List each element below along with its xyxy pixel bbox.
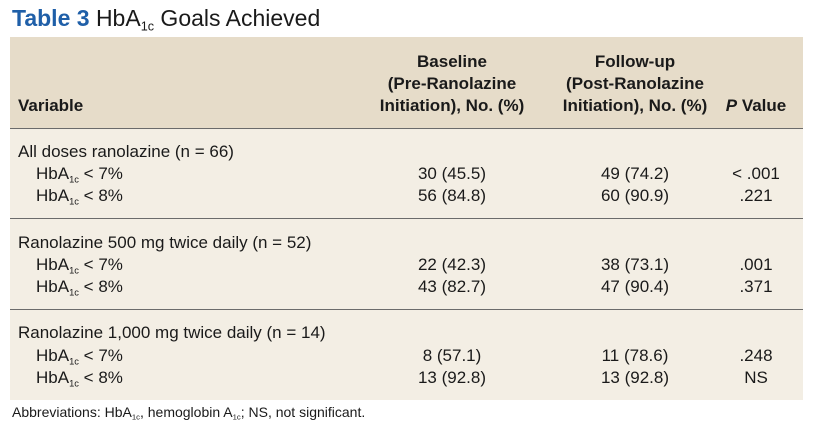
row-followup: 47 (90.4) (600, 277, 670, 296)
header-followup: Follow-up (Post-Ranolazine Initiation), … (535, 51, 735, 117)
header-baseline-line3: Initiation), No. (%) (379, 96, 525, 115)
group-label: All doses ranolazine (n = 66) (18, 142, 234, 161)
group-label: Ranolazine 1,000 mg twice daily (n = 14) (18, 323, 326, 342)
row-p-value: < .001 (732, 164, 780, 183)
row-var-pre: HbA (36, 346, 70, 365)
row-var-sub: 1c (69, 265, 79, 276)
row-followup: 11 (78.6) (601, 346, 669, 365)
footnote-sub-b: 1c (232, 412, 241, 422)
row-baseline: 43 (82.7) (417, 277, 487, 296)
row-followup: 13 (92.8) (600, 368, 670, 387)
row-p-value: .221 (739, 186, 773, 205)
row-var-sub: 1c (69, 378, 79, 389)
row-variable: HbA1c < 8% (36, 367, 123, 389)
row-variable: HbA1c < 8% (36, 276, 123, 298)
row-var-sub: 1c (69, 174, 79, 185)
footnote-part-a: Abbreviations: HbA (12, 404, 132, 420)
row-var-sub: 1c (69, 196, 79, 207)
header-p-value: P Value (716, 95, 796, 117)
row-followup: 60 (90.9) (600, 186, 670, 205)
header-p-rest: Value (737, 96, 787, 115)
footnote-part-b: , hemoglobin A (139, 404, 233, 420)
header-baseline: Baseline (Pre-Ranolazine Initiation), No… (352, 51, 552, 117)
title-prefix: HbA (95, 5, 141, 31)
row-baseline: 13 (92.8) (417, 368, 487, 387)
row-followup: 49 (74.2) (600, 164, 670, 183)
row-p-value: .248 (739, 346, 773, 365)
footnote: Abbreviations: HbA1c, hemoglobin A1c; NS… (12, 404, 366, 422)
table-number: Table 3 (12, 5, 90, 31)
footnote-part-c: ; NS, not significant. (240, 404, 366, 420)
header-followup-line2: (Post-Ranolazine (566, 74, 704, 93)
row-var-pre: HbA (36, 164, 70, 183)
row-variable: HbA1c < 7% (36, 163, 123, 185)
row-p-value: NS (744, 368, 768, 387)
title-suffix: Goals Achieved (154, 5, 321, 31)
row-var-post: < 7% (78, 164, 123, 183)
row-var-post: < 8% (78, 277, 123, 296)
row-var-sub: 1c (69, 356, 79, 367)
row-var-pre: HbA (36, 255, 70, 274)
header-variable: Variable (18, 96, 84, 115)
header-baseline-line2: (Pre-Ranolazine (387, 74, 517, 93)
row-var-pre: HbA (36, 368, 70, 387)
row-var-post: < 8% (78, 368, 123, 387)
row-variable: HbA1c < 7% (36, 254, 123, 276)
row-var-pre: HbA (36, 186, 70, 205)
row-followup: 38 (73.1) (600, 255, 670, 274)
row-variable: HbA1c < 7% (36, 345, 123, 367)
row-p-value: .001 (739, 255, 773, 274)
row-var-post: < 8% (78, 186, 123, 205)
footnote-sub-a: 1c (131, 412, 140, 422)
group-divider (10, 309, 803, 310)
title-subscript: 1c (140, 19, 155, 34)
header-followup-line1: Follow-up (594, 52, 676, 71)
header-p-italic: P (725, 96, 738, 115)
header-followup-line3: Initiation), No. (%) (562, 96, 708, 115)
row-var-sub: 1c (69, 287, 79, 298)
row-p-value: .371 (739, 277, 773, 296)
row-var-post: < 7% (78, 346, 123, 365)
group-divider (10, 218, 803, 219)
row-baseline: 56 (84.8) (417, 186, 487, 205)
row-baseline: 30 (45.5) (417, 164, 487, 183)
row-var-pre: HbA (36, 277, 70, 296)
table-header: Variable Baseline (Pre-Ranolazine Initia… (10, 37, 803, 129)
row-baseline: 22 (42.3) (417, 255, 487, 274)
row-var-post: < 7% (78, 255, 123, 274)
table-title: Table 3 HbA1c Goals Achieved (12, 5, 321, 34)
header-baseline-line1: Baseline (417, 52, 487, 71)
table-panel: Variable Baseline (Pre-Ranolazine Initia… (10, 37, 803, 400)
group-label: Ranolazine 500 mg twice daily (n = 52) (18, 233, 312, 252)
row-baseline: 8 (57.1) (422, 346, 482, 365)
row-variable: HbA1c < 8% (36, 185, 123, 207)
